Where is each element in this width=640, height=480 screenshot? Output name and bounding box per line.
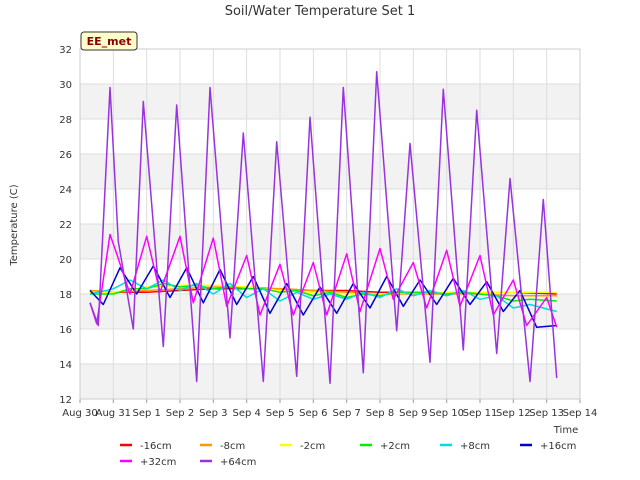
- x-tick-label: Sep 14: [563, 408, 598, 419]
- y-tick-label: 26: [59, 150, 72, 161]
- legend-item: -16cm: [120, 441, 172, 452]
- x-tick-label: Aug 31: [96, 408, 131, 419]
- station-badge: EE_met: [80, 31, 138, 51]
- plot-band: [80, 49, 580, 84]
- legend-item: +2cm: [360, 441, 410, 452]
- x-tick-label: Sep 11: [463, 408, 498, 419]
- legend-label: +2cm: [380, 441, 410, 452]
- x-tick-label: Sep 5: [266, 408, 294, 419]
- x-axis-label: Time: [553, 425, 578, 436]
- y-axis-label: Temperature (C): [9, 184, 20, 266]
- plot-band: [80, 119, 580, 154]
- station-badge-label: EE_met: [87, 35, 132, 48]
- y-tick-label: 14: [59, 360, 72, 371]
- y-tick-label: 28: [59, 115, 72, 126]
- y-tick-label: 12: [59, 395, 72, 406]
- x-tick-label: Sep 10: [429, 408, 464, 419]
- station-badge-box: [80, 31, 138, 51]
- legend-label: +16cm: [540, 441, 576, 452]
- x-tick-label: Sep 2: [166, 408, 194, 419]
- x-tick-label: Aug 30: [62, 408, 97, 419]
- y-tick-label: 24: [59, 185, 72, 196]
- legend-label: +32cm: [140, 457, 176, 468]
- x-tick-label: Sep 6: [299, 408, 327, 419]
- plot-band: [80, 294, 580, 329]
- plot-band: [80, 224, 580, 259]
- y-tick-labels: 12 14 16 18 20 22 24 26 28 30 32: [59, 45, 72, 406]
- plot-band: [80, 189, 580, 224]
- x-tick-label: Sep 13: [529, 408, 564, 419]
- plot-band: [80, 329, 580, 364]
- series-line-32cm: [89, 233, 558, 328]
- x-tick-label: Sep 8: [366, 408, 394, 419]
- x-tick-label: Sep 4: [232, 408, 260, 419]
- legend-item: +32cm: [120, 457, 176, 468]
- legend-label: -16cm: [140, 441, 172, 452]
- x-tick-label: Sep 3: [199, 408, 227, 419]
- legend-item: +8cm: [440, 441, 490, 452]
- legend-item: +64cm: [200, 457, 256, 468]
- y-tick-label: 32: [59, 45, 72, 56]
- legend-item: -8cm: [200, 441, 245, 452]
- plot-frame: [79, 48, 581, 400]
- legend-label: +8cm: [460, 441, 490, 452]
- legend-label: -8cm: [220, 441, 245, 452]
- y-tick-label: 22: [59, 220, 72, 231]
- x-tick-label: Sep 1: [132, 408, 160, 419]
- plot-band: [80, 154, 580, 189]
- legend-item: +16cm: [520, 441, 576, 452]
- legend: -16cm -8cm -2cm +2cm +8cm +16cm +32cm +64cm: [120, 441, 576, 468]
- y-tick-label: 16: [59, 325, 72, 336]
- y-tick-label: 20: [59, 255, 72, 266]
- x-tick-label: Sep 9: [399, 408, 427, 419]
- y-tick-label: 18: [59, 290, 72, 301]
- x-tick-label: Sep 12: [496, 408, 531, 419]
- plot-band: [80, 84, 580, 119]
- chart-title: Soil/Water Temperature Set 1: [225, 4, 416, 19]
- legend-item: -2cm: [280, 441, 325, 452]
- legend-label: +64cm: [220, 457, 256, 468]
- y-tick-label: 30: [59, 80, 72, 91]
- x-tick-label: Sep 7: [332, 408, 360, 419]
- series-layer: [89, 71, 558, 385]
- series-line-64cm: [89, 71, 558, 385]
- plot-band: [80, 259, 580, 294]
- legend-label: -2cm: [300, 441, 325, 452]
